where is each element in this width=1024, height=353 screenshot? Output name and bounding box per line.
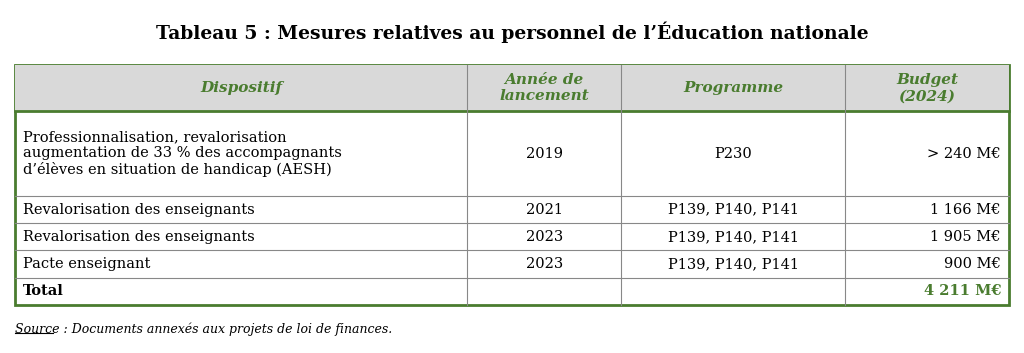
Text: Pacte enseignant: Pacte enseignant [23,257,151,271]
Text: Source : Documents annexés aux projets de loi de finances.: Source : Documents annexés aux projets d… [15,323,392,336]
Text: 2023: 2023 [525,257,563,271]
Text: Budget
(2024): Budget (2024) [896,73,958,103]
Text: Professionnalisation, revalorisation
augmentation de 33 % des accompagnants
d’él: Professionnalisation, revalorisation aug… [23,130,342,178]
Text: 1 905 M€: 1 905 M€ [931,230,1001,244]
Text: Dispositif: Dispositif [200,81,283,95]
Text: 4 211 M€: 4 211 M€ [924,285,1001,298]
Text: 2023: 2023 [525,230,563,244]
Text: Revalorisation des enseignants: Revalorisation des enseignants [23,203,255,216]
Text: Programme: Programme [683,81,783,95]
Text: P139, P140, P141: P139, P140, P141 [668,203,799,216]
Text: Revalorisation des enseignants: Revalorisation des enseignants [23,230,255,244]
Text: Tableau 5 : Mesures relatives au personnel de l’Éducation nationale: Tableau 5 : Mesures relatives au personn… [156,21,868,43]
Text: 1 166 M€: 1 166 M€ [931,203,1001,216]
Text: 2019: 2019 [525,146,563,161]
Text: > 240 M€: > 240 M€ [928,146,1001,161]
Text: Total: Total [23,285,63,298]
Bar [15,65,1009,305]
Text: 2021: 2021 [525,203,563,216]
Text: Année de
lancement: Année de lancement [500,73,589,103]
Text: P139, P140, P141: P139, P140, P141 [668,230,799,244]
Text: 900 M€: 900 M€ [944,257,1001,271]
Text: P139, P140, P141: P139, P140, P141 [668,257,799,271]
Text: P230: P230 [715,146,752,161]
Bar [15,65,1009,111]
